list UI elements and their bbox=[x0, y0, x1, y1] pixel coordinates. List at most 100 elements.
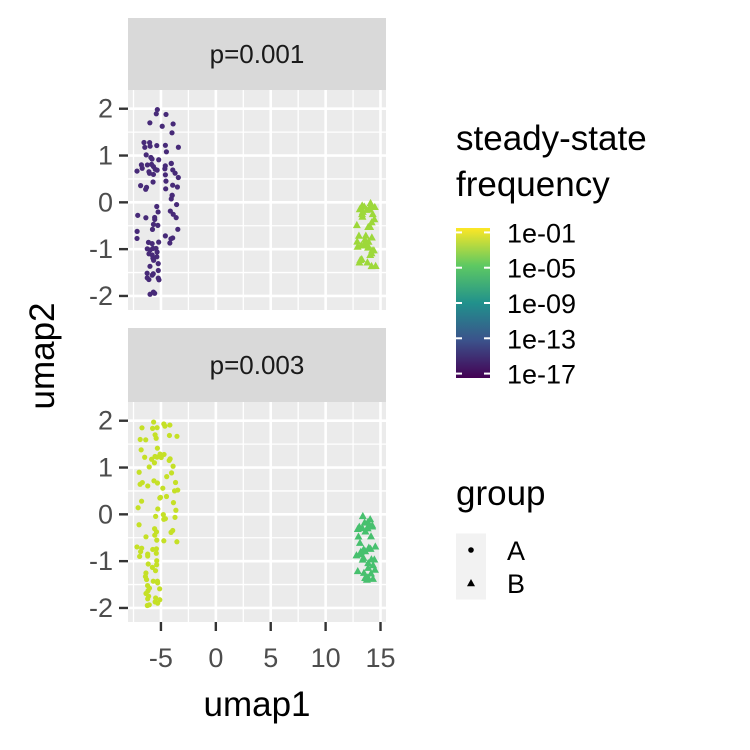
data-point-triangle bbox=[359, 568, 368, 576]
data-point-circle bbox=[160, 485, 166, 491]
data-point-circle bbox=[147, 120, 153, 126]
data-point-circle bbox=[143, 152, 149, 158]
data-point-circle bbox=[144, 162, 150, 168]
data-point-circle bbox=[173, 215, 179, 221]
data-point-circle bbox=[162, 142, 168, 148]
data-point-triangle bbox=[354, 532, 363, 540]
data-point-triangle bbox=[370, 555, 379, 563]
data-point-circle bbox=[168, 236, 174, 242]
data-point-triangle bbox=[353, 242, 362, 250]
facet-strip bbox=[128, 18, 386, 90]
color-legend-title: steady-state bbox=[456, 119, 647, 158]
data-point-circle bbox=[170, 182, 176, 188]
data-point-triangle bbox=[371, 261, 380, 269]
data-point-circle bbox=[151, 526, 158, 532]
data-point-triangle bbox=[362, 205, 371, 213]
facet-panel: p=0.003 bbox=[128, 328, 386, 622]
data-point-circle bbox=[168, 160, 174, 166]
data-point-circle bbox=[154, 254, 160, 260]
data-point-circle bbox=[136, 522, 142, 528]
data-point-circle bbox=[151, 419, 157, 425]
data-point-circle bbox=[157, 494, 164, 500]
data-point-circle bbox=[162, 163, 168, 169]
data-point-circle bbox=[169, 130, 175, 136]
data-point-circle bbox=[152, 216, 158, 222]
data-point-circle bbox=[151, 460, 158, 466]
data-point-circle bbox=[172, 170, 178, 176]
data-point-circle bbox=[155, 222, 161, 228]
data-point-circle bbox=[156, 239, 162, 245]
data-point-circle bbox=[154, 578, 161, 584]
data-point-triangle bbox=[363, 258, 372, 266]
data-point-circle bbox=[154, 203, 160, 210]
data-point-circle bbox=[152, 166, 158, 172]
data-point-triangle bbox=[354, 231, 363, 239]
data-point-circle bbox=[146, 585, 153, 591]
data-point-triangle bbox=[353, 237, 362, 245]
colorbar-label: 1e-13 bbox=[507, 324, 576, 354]
data-point-circle bbox=[150, 179, 156, 185]
data-point-circle bbox=[147, 143, 153, 149]
y-tick-label: -2 bbox=[89, 593, 113, 623]
data-point-circle bbox=[162, 172, 168, 178]
data-point-circle bbox=[155, 600, 161, 606]
shape-legend-label: A bbox=[507, 536, 525, 566]
data-point-circle bbox=[149, 425, 156, 431]
facet-strip bbox=[128, 328, 386, 402]
x-tick-label: 10 bbox=[311, 643, 341, 673]
data-point-circle bbox=[152, 290, 158, 296]
data-point-circle bbox=[144, 270, 150, 276]
data-point-circle bbox=[134, 544, 140, 550]
data-point-circle bbox=[163, 149, 170, 155]
data-point-circle bbox=[167, 422, 173, 428]
x-tick-label: 5 bbox=[263, 643, 278, 673]
y-tick-label: -1 bbox=[89, 234, 113, 264]
data-point-circle bbox=[137, 481, 143, 487]
data-point-circle bbox=[174, 433, 180, 439]
data-point-circle bbox=[143, 534, 149, 540]
data-point-circle bbox=[154, 537, 160, 543]
data-point-circle bbox=[143, 186, 149, 192]
data-point-circle bbox=[159, 123, 165, 129]
shape-legend-label: B bbox=[507, 569, 525, 599]
data-point-circle bbox=[153, 111, 159, 117]
data-point-circle bbox=[166, 432, 173, 439]
data-point-circle bbox=[146, 593, 152, 599]
data-point-circle bbox=[143, 437, 149, 443]
data-point-circle bbox=[175, 174, 181, 181]
x-axis-title: umap1 bbox=[203, 685, 310, 724]
data-point-circle bbox=[135, 505, 141, 511]
y-tick-label: 2 bbox=[98, 94, 113, 124]
data-point-triangle bbox=[368, 209, 377, 218]
data-point-circle bbox=[162, 233, 168, 239]
data-point-circle bbox=[156, 157, 162, 163]
data-point-circle bbox=[134, 235, 140, 242]
data-point-circle bbox=[161, 516, 167, 522]
data-point-circle bbox=[149, 226, 156, 232]
data-point-triangle bbox=[367, 218, 376, 226]
panel-background bbox=[128, 402, 386, 622]
colorbar-label: 1e-09 bbox=[507, 289, 576, 319]
data-point-circle bbox=[160, 512, 166, 518]
data-point-circle bbox=[151, 478, 157, 484]
data-point-circle bbox=[152, 568, 159, 574]
data-point-triangle bbox=[371, 542, 380, 550]
colorbar-label: 1e-17 bbox=[507, 360, 576, 390]
shape-legend: group AB bbox=[456, 474, 546, 600]
x-tick-label: 15 bbox=[365, 643, 395, 673]
data-point-circle bbox=[149, 156, 155, 162]
data-point-circle bbox=[163, 178, 169, 184]
y-tick-label: 2 bbox=[98, 406, 113, 436]
y-tick-label: 0 bbox=[98, 499, 113, 529]
data-point-circle bbox=[145, 553, 151, 559]
data-point-circle bbox=[154, 425, 160, 431]
data-point-circle bbox=[154, 562, 160, 568]
legend-circle-key bbox=[468, 547, 474, 553]
facet-label: p=0.001 bbox=[210, 39, 305, 69]
data-point-circle bbox=[139, 425, 145, 431]
data-point-circle bbox=[141, 139, 147, 146]
data-point-triangle bbox=[355, 522, 364, 530]
data-point-circle bbox=[172, 514, 178, 520]
data-point-circle bbox=[174, 184, 181, 190]
data-point-circle bbox=[155, 209, 161, 215]
